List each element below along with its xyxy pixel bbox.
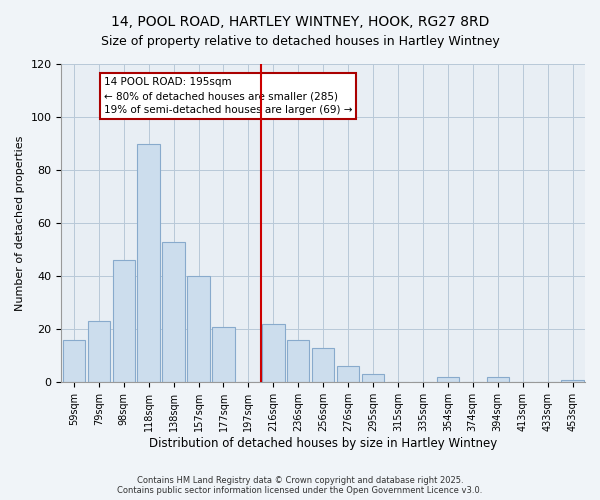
Bar bbox=[137, 144, 160, 382]
Bar bbox=[437, 377, 459, 382]
Bar bbox=[212, 326, 235, 382]
Text: 14, POOL ROAD, HARTLEY WINTNEY, HOOK, RG27 8RD: 14, POOL ROAD, HARTLEY WINTNEY, HOOK, RG… bbox=[111, 15, 489, 29]
Text: Size of property relative to detached houses in Hartley Wintney: Size of property relative to detached ho… bbox=[101, 35, 499, 48]
Text: Contains HM Land Registry data © Crown copyright and database right 2025.
Contai: Contains HM Land Registry data © Crown c… bbox=[118, 476, 482, 495]
Bar bbox=[287, 340, 310, 382]
Bar bbox=[163, 242, 185, 382]
Bar bbox=[62, 340, 85, 382]
Bar bbox=[187, 276, 210, 382]
Y-axis label: Number of detached properties: Number of detached properties bbox=[15, 136, 25, 311]
Bar bbox=[487, 377, 509, 382]
X-axis label: Distribution of detached houses by size in Hartley Wintney: Distribution of detached houses by size … bbox=[149, 437, 497, 450]
Bar bbox=[562, 380, 584, 382]
Bar bbox=[312, 348, 334, 382]
Text: 14 POOL ROAD: 195sqm
← 80% of detached houses are smaller (285)
19% of semi-deta: 14 POOL ROAD: 195sqm ← 80% of detached h… bbox=[104, 78, 352, 116]
Bar bbox=[113, 260, 135, 382]
Bar bbox=[262, 324, 284, 382]
Bar bbox=[337, 366, 359, 382]
Bar bbox=[88, 322, 110, 382]
Bar bbox=[362, 374, 384, 382]
